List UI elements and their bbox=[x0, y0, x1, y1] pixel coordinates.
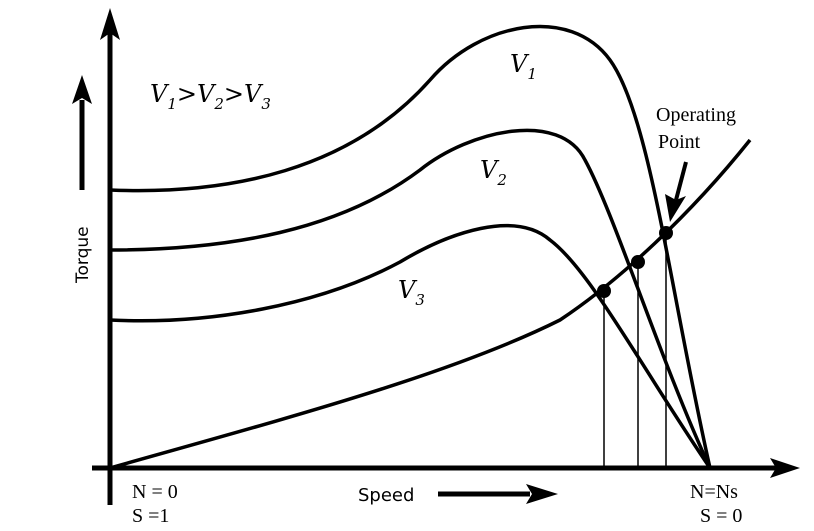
y-axis-arrowhead bbox=[100, 8, 120, 40]
load-torque-curve bbox=[109, 138, 752, 470]
speed-arrow-head bbox=[526, 484, 558, 504]
sync-speed-label: N=Ns bbox=[690, 481, 738, 503]
annotation-line1: Operating bbox=[656, 104, 736, 126]
curve-label-v3: V3 bbox=[398, 276, 425, 309]
origin-slip-label: S =1 bbox=[132, 505, 169, 527]
curve-v3 bbox=[109, 224, 712, 469]
torque-arrow-head bbox=[72, 75, 92, 104]
sync-slip-label: S = 0 bbox=[700, 505, 742, 527]
annotation-line2: Point bbox=[658, 131, 701, 153]
annotation-arrow-shaft bbox=[674, 161, 688, 201]
y-axis-label: Torque bbox=[73, 226, 93, 284]
x-axis-label: Speed bbox=[358, 485, 414, 506]
annotation-arrow-head bbox=[665, 194, 686, 222]
operating-point-v1 bbox=[659, 226, 673, 240]
x-axis-arrowhead bbox=[770, 458, 800, 478]
curve-label-v2: V2 bbox=[480, 156, 507, 189]
voltage-relation: V1>V2>V3 bbox=[150, 80, 271, 113]
curve-v2 bbox=[109, 128, 712, 469]
operating-point-v3 bbox=[597, 284, 611, 298]
origin-speed-label: N = 0 bbox=[132, 481, 178, 503]
curve-label-v1: V1 bbox=[510, 50, 537, 83]
operating-point-v2 bbox=[631, 255, 645, 269]
